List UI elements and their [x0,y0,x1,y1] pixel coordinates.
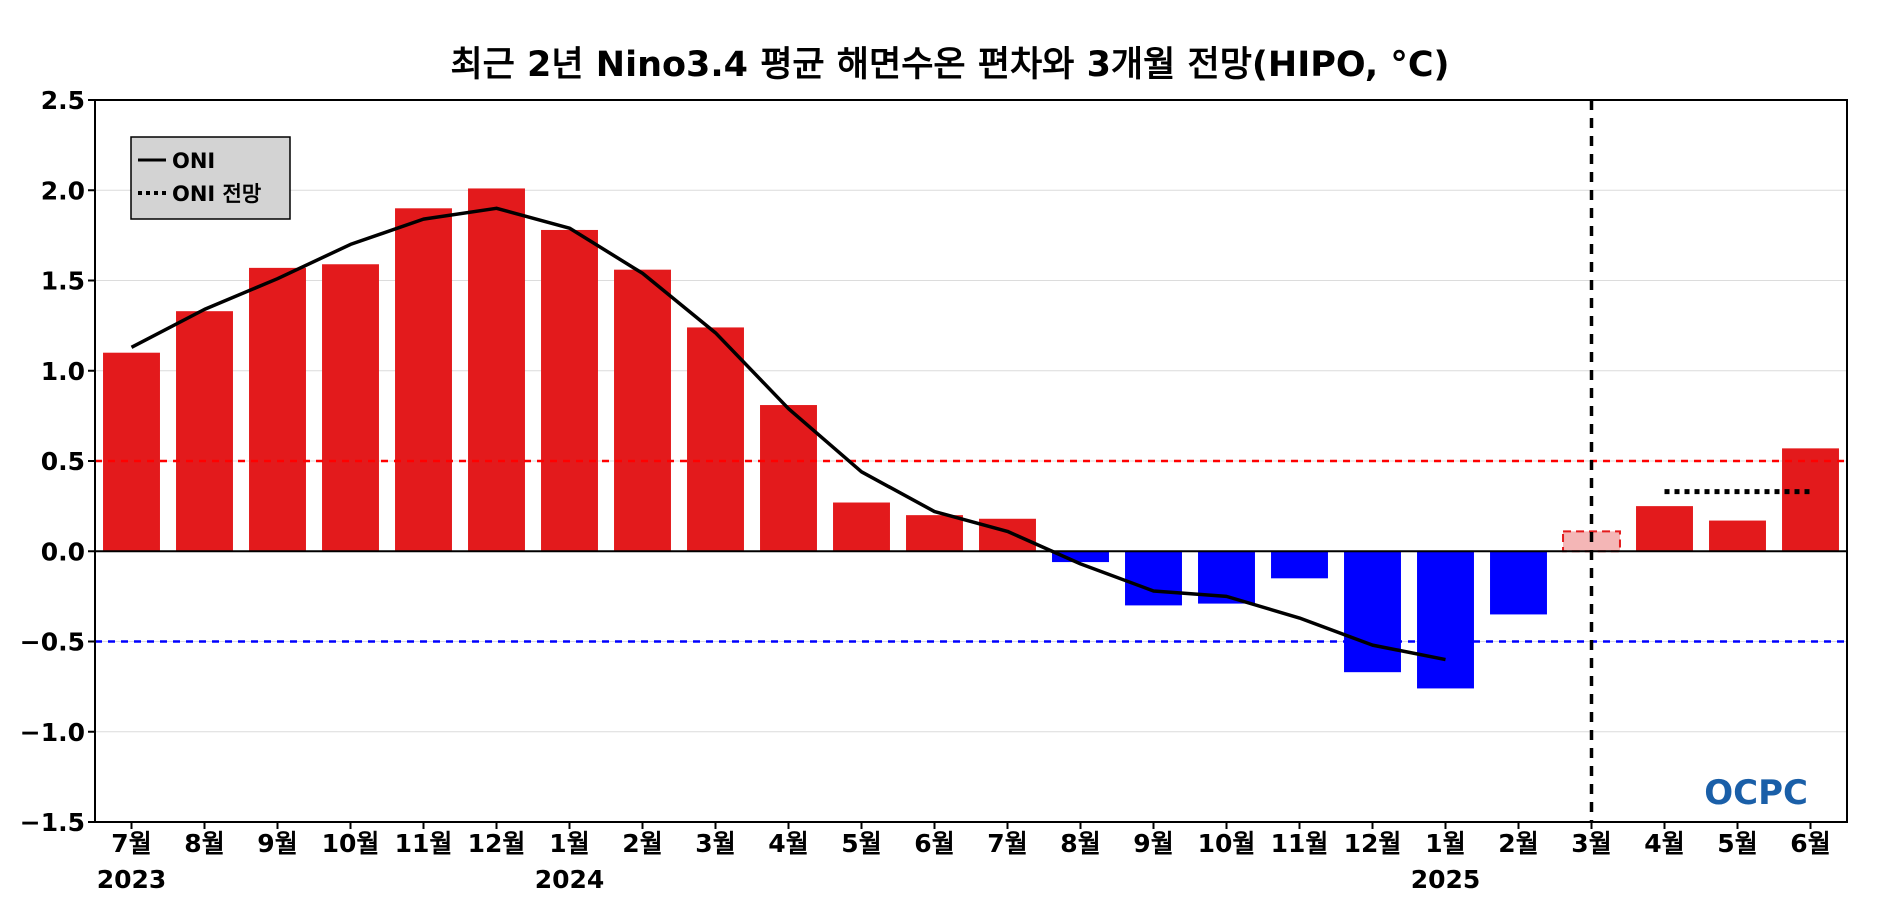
x-tick-label-11: 6월 [914,829,954,858]
oni-line [130,206,1446,662]
x-tick-label-6: 1월 [549,829,589,858]
x-tick-label-4: 11월 [395,829,453,858]
y-tick-label-5: 0.0 [41,537,85,566]
bar-21 [1636,506,1693,552]
bar-5 [468,188,525,552]
x-tick-label-2: 9월 [257,829,297,858]
x-tick-label-10: 5월 [841,829,881,858]
bar-17 [1344,551,1401,673]
x-tick-label-19: 2월 [1498,829,1538,858]
x-tick-label-18: 1월 [1425,829,1465,858]
x-tick-label-12: 7월 [987,829,1027,858]
bar-12 [979,518,1036,552]
bar-13 [1052,551,1109,563]
y-tick-label-0: 2.5 [41,86,85,115]
x-tick-label-1: 8월 [184,829,224,858]
bar-0 [103,352,160,552]
ocpc-logo-text: OCPC [1704,773,1808,813]
bar-1 [176,311,233,552]
plot-area: 2.5 2.0 1.5 1.0 0.5 0.0 −0.5 −1.0 −1.5 7월 8월 9월 10월 1… [20,86,1848,894]
bar-22 [1709,520,1766,552]
y-tick-label-8: −1.5 [20,808,85,837]
x-tick-label-16: 11월 [1271,829,1329,858]
x-tick-label-5: 12월 [468,829,526,858]
chart-title: 최근 2년 Nino3.4 평균 해면수온 편차와 3개월 전망(HIPO, °… [450,45,1449,85]
legend: ONI ONI 전망 [130,136,291,220]
ocpc-logo: OCPC [1704,773,1808,813]
x-tick-label-9: 4월 [768,829,808,858]
bar-6 [541,229,598,552]
x-tick-label-7: 2월 [622,829,662,858]
legend-oni-label: ONI [172,149,215,173]
bar-23 [1782,448,1839,552]
x-tick-label-23: 6월 [1790,829,1830,858]
y-tick-label-7: −1.0 [20,718,85,747]
x-tick-label-14: 9월 [1133,829,1173,858]
x-tick-label-21: 4월 [1644,829,1684,858]
x-tick-label-3: 10월 [322,829,380,858]
year-label-1: 2024 [535,865,605,894]
x-tick-label-22: 5월 [1717,829,1757,858]
bar-14 [1125,551,1182,606]
year-label-0: 2023 [97,865,167,894]
legend-box [130,136,291,220]
y-tick-label-2: 1.5 [41,267,85,296]
year-label-2: 2025 [1411,865,1481,894]
y-tick-label-4: 0.5 [41,447,85,476]
bar-11 [906,515,963,552]
x-tick-label-0: 7월 [111,829,151,858]
y-tick-label-1: 2.0 [41,176,85,205]
bar-9 [760,405,817,552]
bar-2 [249,267,306,552]
x-tick-label-17: 12월 [1344,829,1402,858]
bar-8 [687,327,744,552]
x-tick-label-15: 10월 [1198,829,1256,858]
x-tick-label-20: 3월 [1571,829,1611,858]
y-tick-label-6: −0.5 [20,628,85,657]
bar-7 [614,269,671,552]
x-tick-label-13: 8월 [1060,829,1100,858]
bar-16 [1271,551,1328,579]
bar-4 [395,208,452,552]
bar-10 [833,502,890,552]
bar-3 [322,264,379,552]
bar-18 [1417,551,1474,689]
legend-oni-forecast-label: ONI 전망 [172,182,261,206]
bar-19 [1490,551,1547,615]
x-tick-label-8: 3월 [695,829,735,858]
y-tick-label-3: 1.0 [41,357,85,386]
